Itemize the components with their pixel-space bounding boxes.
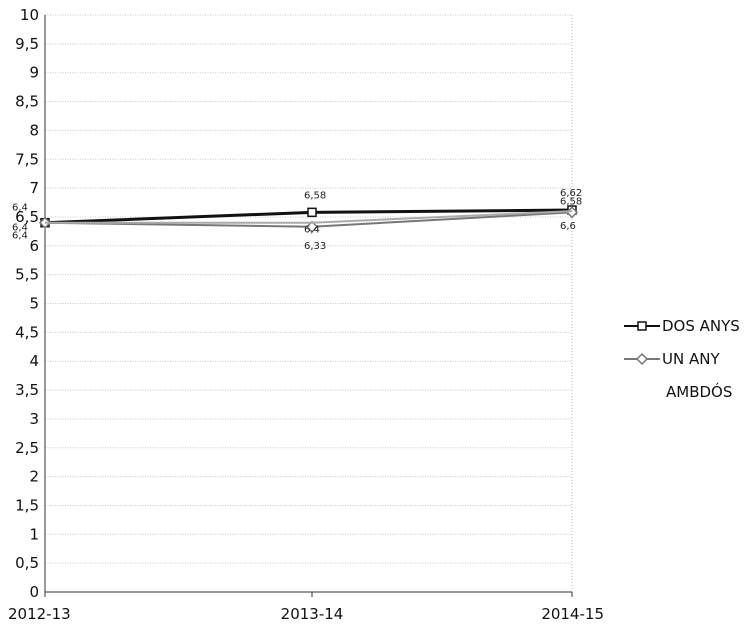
data-label: 6,6 xyxy=(560,221,576,232)
data-point xyxy=(307,207,317,218)
y-tick-label: 5,5 xyxy=(15,266,39,284)
data-label: 6,33 xyxy=(304,241,326,252)
y-tick-label: 8 xyxy=(29,121,39,139)
legend-entry: UN ANY xyxy=(624,350,720,368)
data-label: 6,4 xyxy=(12,231,28,242)
y-tick-label: 6,5 xyxy=(15,208,39,226)
legend-marker xyxy=(635,352,649,366)
y-tick-label: 7,5 xyxy=(15,150,39,168)
series-dos-anys: 6,46,58 6,62 xyxy=(12,188,582,228)
series-layer: 6,46,58 6,626,46,336,586,4 6,4 6,6 xyxy=(12,188,582,252)
series-line xyxy=(45,210,573,224)
data-point xyxy=(305,220,319,233)
y-tick-label: 2,5 xyxy=(15,439,39,457)
legend-entry: DOS ANYS xyxy=(624,317,740,335)
grid-lines xyxy=(45,14,573,593)
y-tick-label: 7 xyxy=(29,179,39,197)
x-tick-label: 2013-14 xyxy=(281,605,344,623)
y-tick-label: 9 xyxy=(29,64,39,82)
y-tick-label: 3 xyxy=(29,410,39,428)
series-un-any: 6,4 6,33 6,58 xyxy=(12,196,582,251)
data-label: 6,4 xyxy=(304,225,320,236)
legend-entry: AMBDÓS xyxy=(666,382,732,401)
y-tick-label: 1 xyxy=(29,525,39,543)
legend: DOS ANYS UN ANY AMBDÓS xyxy=(624,317,740,401)
data-label: 6,4 xyxy=(12,223,28,234)
y-tick-label: 1,5 xyxy=(15,496,39,514)
y-tick-label: 6 xyxy=(29,237,39,255)
legend-label: UN ANY xyxy=(662,350,720,368)
data-label: 6,4 xyxy=(12,203,28,214)
y-tick-label: 9,5 xyxy=(15,35,39,53)
y-tick-label: 0,5 xyxy=(15,554,39,572)
series-ambdós: 6,4 6,4 6,6 xyxy=(12,210,576,236)
y-tick-label: 0 xyxy=(29,583,39,601)
data-label: 6,62 xyxy=(560,188,582,199)
x-axis: 2012-13 2013-14 2014-15 xyxy=(8,591,604,623)
y-tick-label: 2 xyxy=(29,468,39,486)
x-tick-label: 2012-13 xyxy=(8,605,71,623)
data-label: 6,58 xyxy=(304,190,326,201)
y-tick-label: 4 xyxy=(29,352,39,370)
data-label: 6,58 xyxy=(560,196,582,207)
y-tick-label: 8,5 xyxy=(15,93,39,111)
legend-label: DOS ANYS xyxy=(662,317,740,335)
y-tick-label: 10 xyxy=(20,6,39,24)
y-tick-label: 3,5 xyxy=(15,381,39,399)
y-tick-label: 4,5 xyxy=(15,323,39,341)
legend-marker xyxy=(637,321,647,331)
x-tick-label: 2014-15 xyxy=(541,605,604,623)
legend-label: AMBDÓS xyxy=(666,382,732,401)
y-tick-label: 5 xyxy=(29,295,39,313)
y-axis: 0 0,5 1 1,5 2 2,5 3 3,5 4 4,5 5 5,5 6 6,5 7 7,5 8 8,5 9 9,5… xyxy=(15,6,46,601)
